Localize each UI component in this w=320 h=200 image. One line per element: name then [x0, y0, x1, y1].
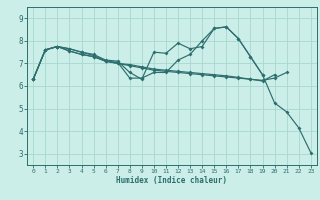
X-axis label: Humidex (Indice chaleur): Humidex (Indice chaleur)	[116, 176, 228, 185]
